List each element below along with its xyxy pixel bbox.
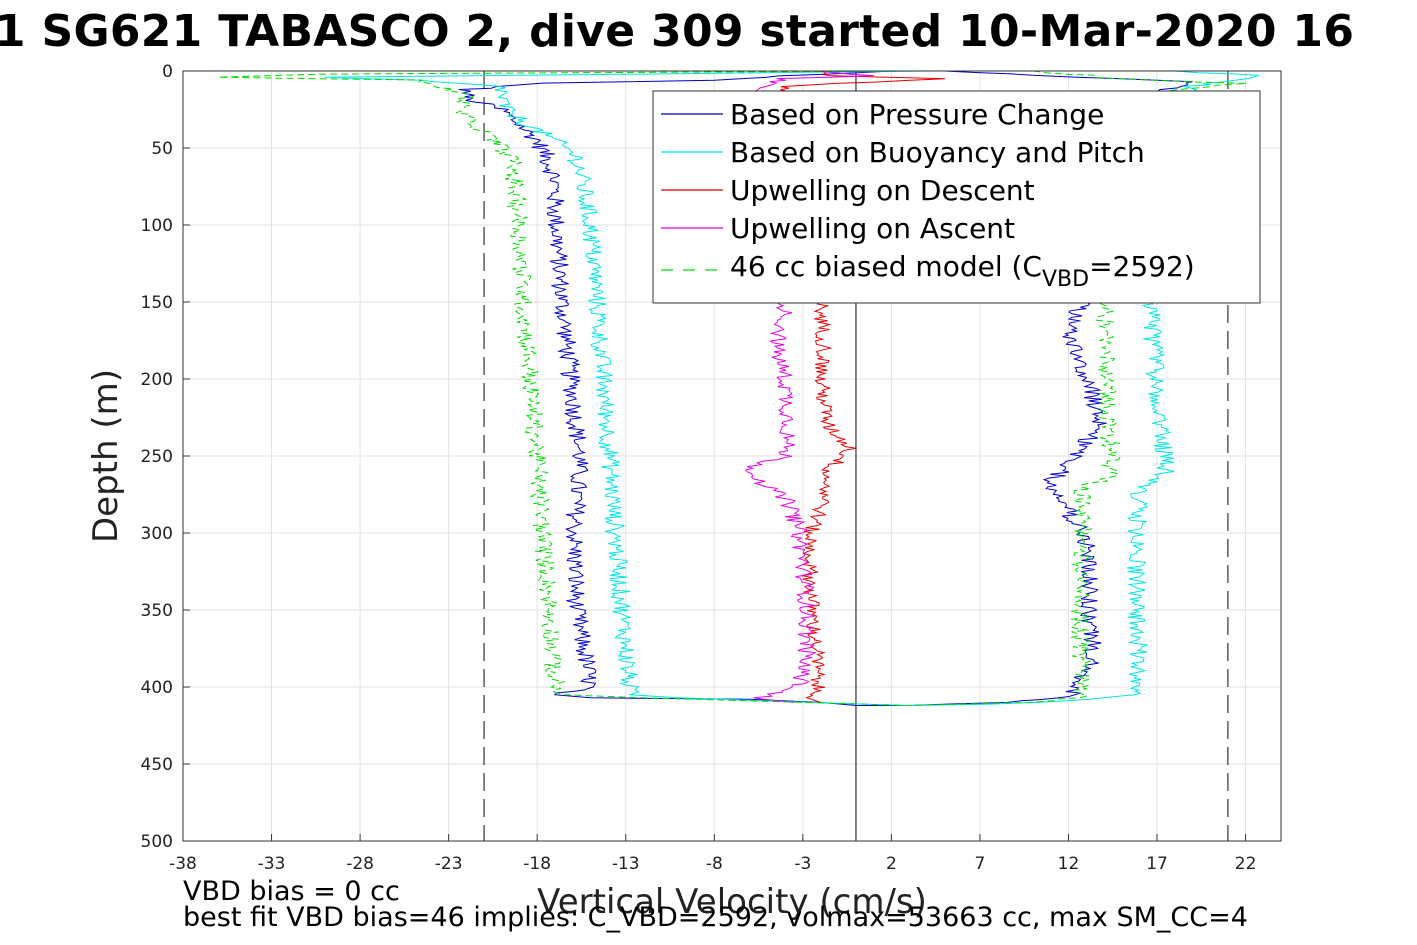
legend: Based on Pressure Change Based on Buoyanc… <box>652 90 1261 304</box>
y-tick-label: 50 <box>151 139 173 159</box>
chart-title: 21 SG621 TABASCO 2, dive 309 started 10-… <box>0 6 1417 56</box>
y-tick-label: 100 <box>141 216 173 236</box>
y-tick-label: 300 <box>141 524 173 544</box>
y-tick-label: 150 <box>141 293 173 313</box>
y-axis-label: Depth (m) <box>86 369 126 543</box>
x-axis-label: Vertical Velocity (cm/s) <box>537 882 927 922</box>
x-tick-label: -23 <box>435 854 463 874</box>
x-tick-label: 22 <box>1235 854 1257 874</box>
y-tick-label: 350 <box>141 601 173 621</box>
x-tick-label: -3 <box>794 854 811 874</box>
legend-label: Upwelling on Ascent <box>730 212 1015 245</box>
x-tick-label: -28 <box>346 854 374 874</box>
y-tick-label: 200 <box>141 370 173 390</box>
x-tick-label: -18 <box>523 854 551 874</box>
x-tick-label: -8 <box>706 854 723 874</box>
footer-vbd-bias: VBD bias = 0 cc <box>183 876 400 907</box>
x-tick-label: -33 <box>258 854 286 874</box>
x-tick-label: 7 <box>975 854 986 874</box>
chart-title-text: 21 SG621 TABASCO 2, dive 309 started 10-… <box>0 6 1355 56</box>
x-tick-label: 2 <box>886 854 897 874</box>
y-tick-label: 0 <box>162 62 173 82</box>
legend-label: Upwelling on Descent <box>730 174 1035 207</box>
x-tick-label: 17 <box>1146 854 1168 874</box>
x-tick-label: -38 <box>169 854 197 874</box>
legend-box <box>652 90 1261 304</box>
legend-label: Based on Pressure Change <box>730 98 1104 131</box>
legend-label: Based on Buoyancy and Pitch <box>730 136 1145 169</box>
y-tick-label: 250 <box>141 447 173 467</box>
y-tick-label: 500 <box>141 832 173 852</box>
y-tick-label: 400 <box>141 678 173 698</box>
y-tick-label: 450 <box>141 755 173 775</box>
x-axis-ticks: -38 -33 -28 -23 -18 -13 -8 -3 2 7 12 17 22 <box>169 834 1256 874</box>
x-tick-label: -13 <box>612 854 640 874</box>
y-axis-ticks: 0 50 100 150 200 250 300 350 400 450 500 <box>141 62 190 852</box>
x-tick-label: 12 <box>1058 854 1080 874</box>
footer-best-fit: best fit VBD bias=46 implies: C_VBD=2592… <box>183 902 1248 933</box>
